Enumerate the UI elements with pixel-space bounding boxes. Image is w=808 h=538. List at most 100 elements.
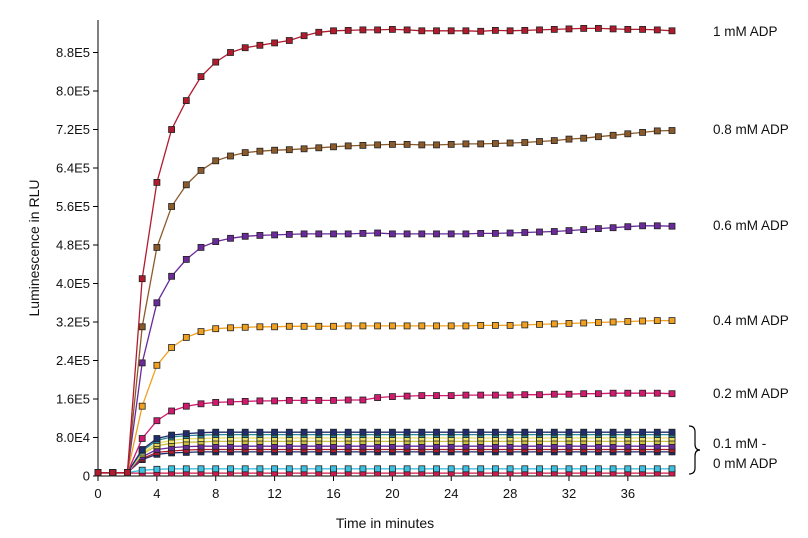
data-point <box>300 396 308 404</box>
data-point <box>609 318 617 326</box>
data-point <box>609 224 617 232</box>
data-point <box>315 465 323 473</box>
data-point <box>153 435 161 442</box>
series-line <box>98 445 672 474</box>
data-point <box>256 323 264 331</box>
data-point <box>256 231 264 239</box>
series-10 <box>94 446 676 477</box>
series-12 <box>94 465 676 477</box>
y-tick-label: 1.6E5 <box>56 392 90 407</box>
data-point <box>491 321 499 329</box>
data-point <box>182 181 190 189</box>
data-point <box>477 27 485 35</box>
data-point <box>418 392 426 400</box>
data-point <box>168 272 176 280</box>
data-point <box>271 39 279 47</box>
data-point <box>477 428 485 436</box>
data-point <box>285 428 293 436</box>
series-13 <box>94 469 676 477</box>
data-point <box>138 275 146 283</box>
data-point <box>359 229 367 237</box>
data-point <box>182 97 190 104</box>
data-point <box>653 465 661 473</box>
y-tick-label: 3.2E5 <box>56 315 90 330</box>
data-point <box>359 26 367 34</box>
data-point <box>521 428 529 436</box>
x-tick-label: 24 <box>444 486 458 501</box>
data-point <box>668 465 676 473</box>
data-point <box>344 322 352 330</box>
data-point <box>668 127 676 134</box>
data-point <box>477 465 485 473</box>
y-tick-label: 7.2E5 <box>56 122 90 137</box>
data-point <box>595 428 602 436</box>
data-point <box>653 389 661 397</box>
data-point <box>388 428 396 436</box>
data-point <box>168 465 176 473</box>
data-point <box>153 243 161 251</box>
label-0.4mM: 0.4 mM ADP <box>713 313 789 328</box>
data-point <box>109 469 117 477</box>
data-point <box>418 322 426 330</box>
data-point <box>580 319 588 327</box>
series-line <box>98 448 672 474</box>
data-point <box>374 394 382 402</box>
data-point <box>138 466 146 474</box>
data-point <box>609 389 617 397</box>
data-point <box>477 321 485 329</box>
series-line <box>98 451 672 474</box>
data-point <box>212 428 220 436</box>
data-point <box>580 24 588 32</box>
data-point <box>403 26 411 34</box>
data-point <box>506 27 514 35</box>
data-point <box>374 465 382 473</box>
data-point <box>227 324 234 332</box>
x-tick-label: 20 <box>385 486 399 501</box>
data-point <box>491 26 499 34</box>
data-point <box>212 398 220 406</box>
data-point <box>624 318 632 325</box>
data-point <box>227 465 234 473</box>
data-point <box>227 398 234 406</box>
data-point <box>418 141 426 149</box>
data-point <box>595 319 602 326</box>
data-point <box>433 230 440 238</box>
data-point <box>565 428 573 436</box>
data-point <box>506 391 514 399</box>
data-point <box>403 322 411 330</box>
data-point <box>256 465 264 473</box>
data-point <box>330 465 337 473</box>
data-point <box>315 322 323 330</box>
series-line <box>98 129 673 474</box>
x-tick-label: 28 <box>503 486 517 501</box>
data-point <box>212 157 220 165</box>
y-tick-label: 4.0E5 <box>56 276 90 291</box>
data-point <box>197 166 205 174</box>
y-tick-label: 5.6E5 <box>56 199 90 214</box>
data-point <box>580 428 588 436</box>
data-point <box>536 465 543 473</box>
data-point <box>359 396 367 404</box>
series-11 <box>94 448 676 477</box>
data-point <box>388 322 396 330</box>
data-point <box>580 465 588 473</box>
data-point <box>477 140 485 148</box>
data-point <box>536 26 543 34</box>
data-point <box>153 178 161 186</box>
series-5 <box>94 428 676 477</box>
data-point <box>212 58 220 66</box>
data-point <box>271 146 279 154</box>
data-point <box>197 328 205 336</box>
data-point <box>433 392 440 400</box>
data-point <box>359 141 367 149</box>
data-point <box>491 391 499 399</box>
data-point <box>609 428 617 436</box>
data-point <box>565 390 573 398</box>
data-point <box>330 322 337 330</box>
data-point <box>388 465 396 473</box>
data-point <box>330 27 337 35</box>
data-point <box>639 389 646 397</box>
y-tick-label: 8.8E5 <box>56 45 90 60</box>
data-point <box>271 323 279 331</box>
data-point <box>668 390 676 398</box>
